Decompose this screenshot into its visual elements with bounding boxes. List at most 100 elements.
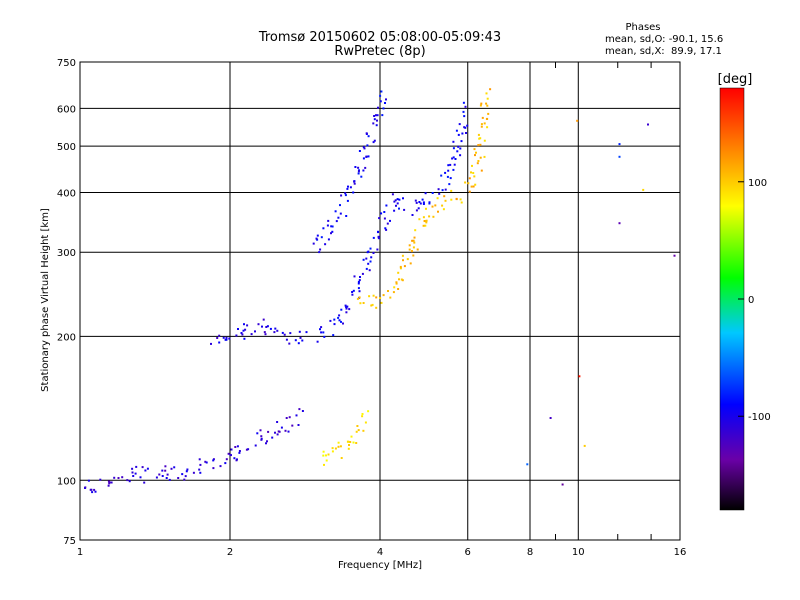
scatter-point [139,476,142,479]
scatter-point [446,175,449,178]
scatter-point [280,426,283,429]
scatter-point [337,441,340,444]
scatter-point [379,297,382,300]
scatter-point [161,469,164,472]
scatter-point [344,304,347,307]
scatter-point [230,448,233,451]
x-tick-label: 4 [377,547,383,558]
scatter-point [168,478,171,481]
scatter-point [333,323,336,326]
scatter-point [259,429,262,432]
scatter-point [460,140,463,143]
scatter-point [399,267,402,270]
scatter-point [394,199,397,202]
scatter-point [345,307,348,310]
scatter-point [316,340,319,343]
scatter-point [422,224,425,227]
scatter-point [204,460,207,463]
scatter-point [428,202,431,205]
scatter-point [464,126,467,129]
scatter-point [365,257,368,260]
scatter-point [332,334,335,337]
scatter-point [364,166,367,169]
x-tick-label: 16 [674,547,687,558]
scatter-point [479,156,482,159]
scatter-point [416,248,419,251]
scatter-point [218,334,221,337]
scatter-point [411,214,414,216]
scatter-point [210,342,212,345]
scatter-point [323,335,326,338]
scatter-point [297,424,300,426]
scatter-point [360,175,363,178]
scatter-point [418,218,421,221]
scatter-point [450,189,453,192]
scatter-point [385,204,388,207]
scatter-point [474,154,476,157]
scatter-point [347,447,350,450]
scatter-point [324,243,327,246]
scatter-point [198,458,201,461]
scatter-point [362,146,365,149]
scatter-point [418,201,421,203]
scatter-point [216,337,219,339]
scatter-point [485,102,488,105]
scatter-point [434,204,437,207]
y-axis-label: Stationary phase Virtual Height [km] [40,208,51,392]
scatter-point [487,112,490,115]
scatter-point [327,453,330,456]
scatter-point [355,430,358,433]
scatter-point [486,117,489,120]
scatter-point [146,467,149,470]
scatter-point [380,301,383,304]
scatter-point [375,124,378,127]
scatter-point [480,102,483,105]
scatter-point [378,217,381,220]
scatter-point [297,342,300,345]
scatter-point [348,308,351,311]
scatter-point [486,97,489,100]
scatter-point [389,219,391,222]
scatter-point [375,296,378,299]
scatter-point [366,144,369,147]
scatter-point [382,107,385,110]
colorbar-tick-label: 100 [748,178,767,189]
axis-ticks: 1 2 4 6 8 10 16 75 100 200 300 400 500 600 750 [57,58,686,558]
scatter-point [322,331,325,334]
scatter-point [384,102,386,104]
scatter-point [212,458,215,461]
scatter-point [369,260,372,263]
scatter-point [375,114,377,117]
scatter-point [403,265,406,268]
scatter-point [422,203,425,205]
scatter-point [392,291,395,294]
scatter-point [673,254,676,257]
scatter-point [265,442,267,445]
scatter-point [236,445,239,448]
scatter-point [456,150,459,153]
scatter-point [398,198,401,201]
scatter-point [386,222,389,225]
scatter-point [377,106,379,109]
scatter-point [322,450,325,453]
scatter-point [424,192,427,195]
grid-lines [80,62,680,540]
scatter-point [320,236,323,239]
scatter-point [331,230,334,233]
scatter-point [647,123,649,126]
scatter-point [224,462,227,465]
scatter-point [372,141,375,144]
scatter-point [345,306,348,308]
scatter-point [245,448,248,451]
scatter-point [398,207,400,210]
scatter-point [287,430,290,433]
scatter-point [352,441,355,444]
scatter-point [385,98,387,101]
scatter-point [381,114,384,117]
scatter-point [367,410,370,413]
scatter-point [274,431,276,434]
scatter-point [298,408,301,411]
scatter-point [288,342,291,345]
scatter-point [107,484,110,487]
